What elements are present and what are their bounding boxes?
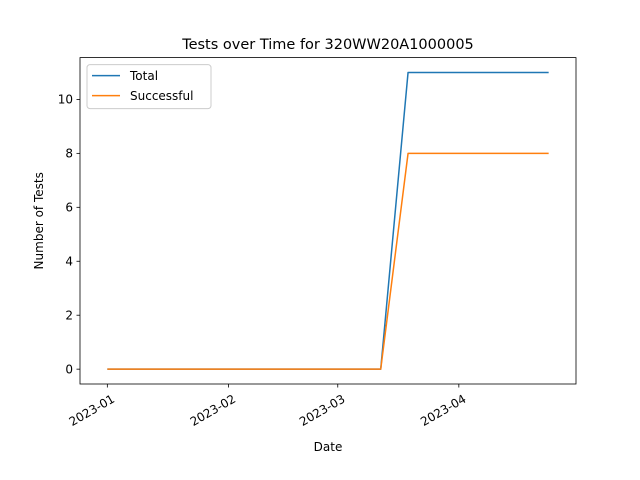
- chart-title: Tests over Time for 320WW20A1000005: [181, 37, 474, 53]
- y-tick-label: 6: [65, 201, 73, 215]
- x-axis-label: Date: [314, 440, 343, 454]
- y-tick-label: 10: [58, 93, 73, 107]
- legend-label: Total: [129, 69, 158, 83]
- series-line-successful: [107, 152, 549, 370]
- plot-area: [79, 57, 577, 385]
- legend-label: Successful: [130, 89, 193, 103]
- series-layer: [107, 71, 549, 370]
- plot-frame: [79, 57, 577, 385]
- y-tick-label: 8: [65, 147, 73, 161]
- y-axis-ticks: 0 2 4 6 8 10: [58, 93, 80, 376]
- y-axis-label: Number of Tests: [32, 172, 46, 269]
- y-tick-label: 2: [65, 309, 73, 323]
- y-tick-label: 4: [65, 255, 73, 269]
- legend: Total Successful: [86, 64, 212, 110]
- y-tick-label: 0: [65, 362, 73, 376]
